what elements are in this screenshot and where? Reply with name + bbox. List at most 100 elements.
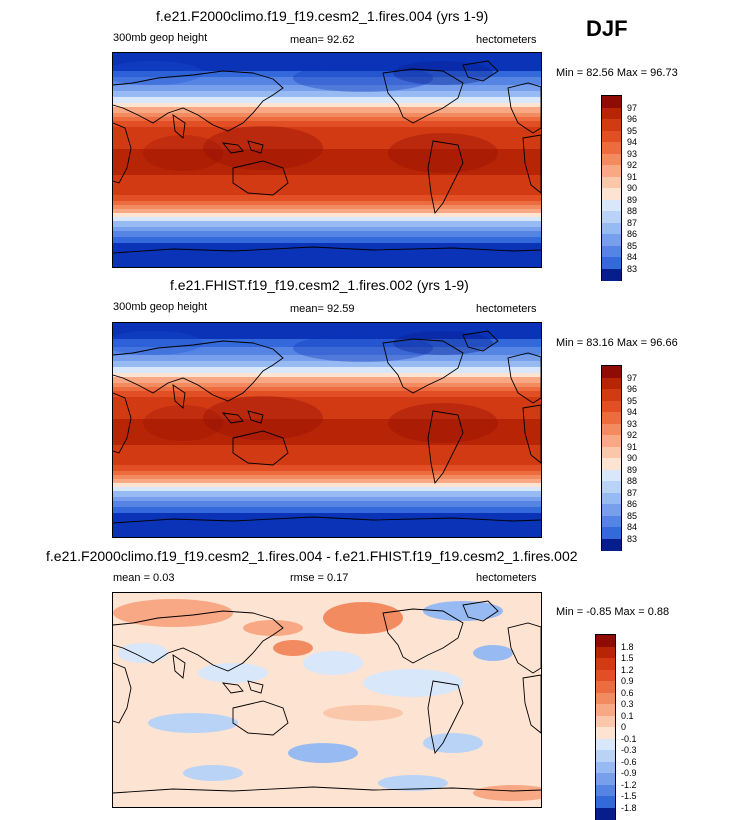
panel-3-minmax: Min = -0.85 Max = 0.88 [556,606,670,618]
panel-1-band [113,123,541,126]
panel-1-colorbar-swatch [602,211,621,223]
panel-3-colorbar-label: -0.9 [621,768,637,778]
panel-3-colorbar-label: 0.3 [621,699,634,709]
panel-3-colorbar-label: -1.8 [621,802,637,813]
panel-2-band [113,519,541,522]
panel-2-band [113,395,541,398]
panel-1-colorbar-swatch [602,188,621,200]
panel-2-band [113,433,541,436]
panel-2-band [113,463,541,466]
panel-1-band [113,153,541,156]
panel-2-band [113,477,541,480]
panel-3-colorbar-label: -1.2 [621,779,637,790]
panel-2-band [113,437,541,440]
panel-1-band [113,133,541,136]
panel-2-coastline [427,410,464,485]
panel-2-band [113,483,541,486]
panel-2-band [113,529,541,532]
panel-1-mean-label: mean= 92.62 [290,34,355,46]
panel-1-band [113,177,541,180]
panel-2-coastline [172,384,186,409]
panel-3-colorbar-swatch [596,727,615,739]
panel-2-band [113,517,541,520]
panel-1-band [113,113,541,116]
panel-1-band [113,219,541,222]
panel-2-band [113,327,541,330]
panel-1-colorbar-label: 85 [627,240,638,251]
panel-1-band [113,255,541,258]
panel-2-mean-label: mean= 92.59 [290,303,355,315]
panel-3-anomaly-contour [183,765,243,781]
panel-2-band [113,391,541,394]
panel-2-band [113,509,541,512]
panel-3-coastline [522,674,541,734]
panel-3-anomaly-contour [148,713,238,733]
panel-2-band [113,335,541,338]
panel-1-anomaly-shading [143,135,223,171]
panel-2-band [113,469,541,472]
panel-3-colorbar-swatch [596,715,615,728]
panel-3-colorbar-label: 1.8 [621,641,634,652]
panel-2-band [113,343,541,346]
panel-2-band [113,367,541,370]
panel-1-anomaly-shading [113,61,203,85]
panel-2-band [113,535,541,537]
panel-2-colorbar-swatch [602,481,621,493]
panel-2-band [113,449,541,452]
panel-2-anomaly-shading [388,403,498,443]
panel-3-coastline [113,662,132,724]
panel-2-band [113,363,541,366]
panel-3-anomaly-contour [423,733,483,753]
panel-3-colorbar-label: 0 [621,722,627,732]
panel-2-band [113,467,541,470]
panel-3-colorbar-swatch [596,773,615,785]
panel-1-band [113,201,541,204]
panel-3-coastline [462,600,499,622]
panel-3-colorbar-label: 0.9 [621,676,634,686]
panel-2-band [113,479,541,482]
panel-1-band [113,213,541,216]
panel-1-colorbar-label: 92 [627,160,638,170]
panel-2-band [113,419,541,422]
panel-1-band [113,175,541,178]
panel-2-colorbar-swatch [602,538,621,551]
panel-1-band [113,209,541,212]
panel-1-band [113,263,541,266]
panel-2-band [113,471,541,474]
panel-2-band [113,497,541,500]
panel-1-band [113,141,541,144]
panel-1-band [113,155,541,158]
panel-2-band [113,369,541,372]
panel-1-band [113,105,541,108]
panel-1-band [113,233,541,236]
panel-2-band [113,533,541,536]
panel-1-band [113,83,541,86]
panel-3-units-label: hectometers [476,572,537,584]
panel-2-band [113,501,541,504]
panel-2-band [113,431,541,434]
panel-2-band [113,385,541,388]
panel-1-band [113,159,541,162]
panel-2-colorbar-label: 88 [627,476,638,486]
panel-2-band [113,417,541,420]
panel-3-anomaly-contour [113,599,233,627]
panel-2-band [113,359,541,362]
panel-2-band [113,407,541,410]
panel-1-band [113,77,541,80]
panel-1-band [113,239,541,242]
panel-2-band [113,361,541,364]
panel-1-anomaly-shading [203,126,323,170]
panel-3-colorbar-label: 1.2 [621,664,634,675]
panel-1-coastline [427,140,464,215]
panel-3-colorbar-label: 1.5 [621,653,634,663]
panel-1-band [113,245,541,248]
panel-1-field-label: 300mb geop height [113,32,208,44]
panel-1-band [113,261,541,264]
panel-1-band [113,237,541,240]
panel-1-band [113,231,541,234]
panel-2-band [113,331,541,334]
panel-1-band [113,127,541,130]
panel-2-band [113,445,541,448]
panel-2-band [113,381,541,384]
panel-1-coastline [462,60,499,82]
